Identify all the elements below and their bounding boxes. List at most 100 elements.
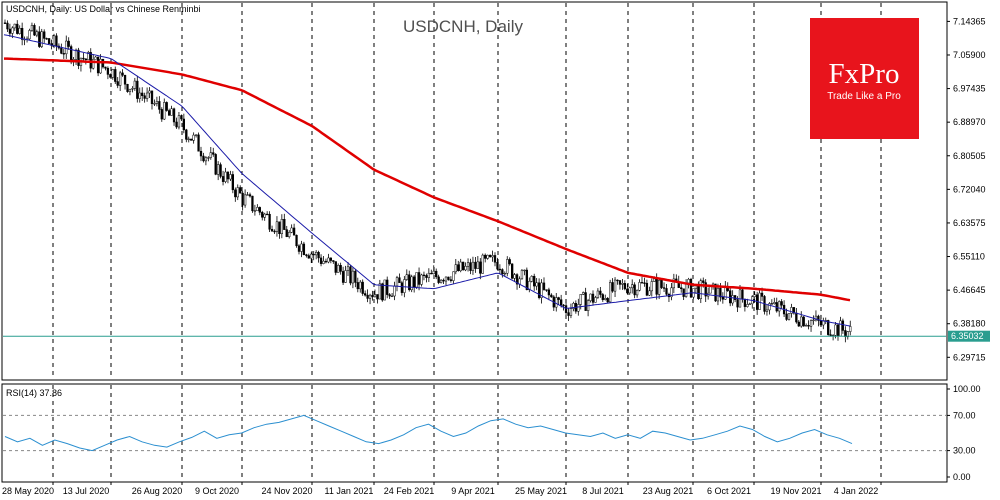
candle-body	[209, 152, 212, 158]
candle-body	[270, 229, 274, 232]
price-tick-label: 6.63575	[953, 218, 986, 228]
candle-body	[221, 176, 225, 182]
candle-body	[672, 278, 676, 289]
logo-text: FxPro	[829, 58, 900, 90]
candle-body	[376, 294, 379, 300]
candle-body	[177, 115, 181, 128]
candle-body	[339, 265, 342, 272]
candle-body	[258, 207, 261, 213]
candle-body	[660, 279, 663, 288]
candle-body	[256, 207, 259, 211]
candle-body	[670, 287, 673, 298]
candle-body	[82, 57, 85, 60]
candle-body	[388, 294, 391, 297]
candle-body	[665, 288, 668, 295]
candle-body	[822, 320, 825, 326]
candle-body	[390, 295, 394, 298]
candle-body	[579, 294, 582, 305]
candle-body	[844, 330, 847, 338]
candle-body	[741, 289, 744, 300]
price-tick-label: 6.97435	[953, 84, 986, 94]
candle-body	[141, 92, 144, 96]
candle-body	[611, 282, 614, 292]
candle-body	[356, 282, 359, 290]
candle-body	[849, 326, 852, 332]
rsi-tick-label: 30.00	[953, 446, 976, 456]
candle-body	[846, 331, 849, 338]
price-tick-label: 6.38180	[953, 319, 986, 329]
candle-body	[341, 271, 345, 283]
candle-body	[307, 255, 310, 259]
candle-body	[508, 259, 511, 265]
candle-body	[560, 299, 563, 306]
candle-body	[809, 320, 813, 327]
candle-body	[689, 278, 693, 298]
candle-body	[236, 187, 239, 198]
candle-body	[684, 282, 688, 297]
candle-body	[839, 320, 842, 337]
candle-body	[805, 325, 808, 327]
candle-body	[515, 274, 519, 285]
candle-body	[658, 279, 661, 295]
candle-body	[834, 324, 837, 336]
candle-body	[386, 279, 389, 295]
candle-body	[623, 283, 627, 290]
candle-body	[361, 281, 364, 294]
x-tick-label: 11 Jan 2021	[325, 486, 374, 496]
candle-body	[403, 279, 406, 293]
rsi-layer	[4, 414, 853, 452]
x-tick-label: 24 Nov 2020	[261, 486, 312, 496]
candle-body	[47, 38, 51, 44]
candle-body	[511, 263, 514, 279]
time-axis: 28 May 2020 13 Jul 2020 26 Aug 2020 9 Oct 2…	[2, 482, 882, 496]
candle-body	[199, 150, 203, 157]
candle-body	[435, 270, 438, 278]
candle-body	[33, 25, 36, 36]
candle-body	[812, 319, 815, 322]
candle-body	[290, 227, 293, 233]
candle-body	[310, 253, 313, 259]
candle-body	[442, 279, 445, 282]
candle-body	[535, 282, 538, 287]
candle-body	[410, 276, 413, 291]
candle-body	[498, 268, 502, 271]
candle-body	[513, 274, 516, 279]
candle-body	[609, 282, 612, 303]
candle-body	[719, 287, 722, 298]
candle-body	[469, 262, 472, 271]
candle-body	[432, 270, 435, 275]
candle-body	[787, 313, 791, 320]
x-tick-label: 4 Jan 2022	[834, 486, 879, 496]
candle-body	[601, 294, 604, 300]
candle-body	[427, 272, 431, 278]
candle-body	[143, 95, 146, 99]
candle-body	[21, 27, 24, 40]
candle-body	[268, 213, 271, 230]
x-tick-label: 9 Oct 2020	[195, 486, 239, 496]
candle-body	[626, 288, 629, 294]
price-tick-label: 6.72040	[953, 184, 986, 194]
candle-body	[305, 254, 308, 256]
candle-body	[778, 301, 781, 312]
candle-body	[150, 90, 154, 104]
candle-body	[773, 302, 776, 305]
candle-body	[814, 315, 818, 321]
candle-body	[596, 290, 600, 298]
candle-body	[633, 284, 636, 296]
price-tick-label: 6.88970	[953, 117, 986, 127]
candle-body	[312, 253, 315, 256]
candle-body	[349, 266, 352, 284]
candle-body	[315, 251, 318, 256]
candle-body	[449, 279, 453, 281]
x-tick-label: 9 Apr 2021	[451, 486, 495, 496]
candle-body	[582, 292, 585, 295]
candle-body	[212, 152, 215, 155]
candle-body	[283, 219, 286, 230]
candle-body	[155, 101, 159, 104]
candle-body	[425, 275, 428, 278]
candle-body	[748, 303, 751, 305]
candle-body	[192, 134, 195, 141]
candle-body	[506, 259, 509, 274]
candle-body	[175, 121, 178, 128]
candle-body	[589, 293, 592, 301]
